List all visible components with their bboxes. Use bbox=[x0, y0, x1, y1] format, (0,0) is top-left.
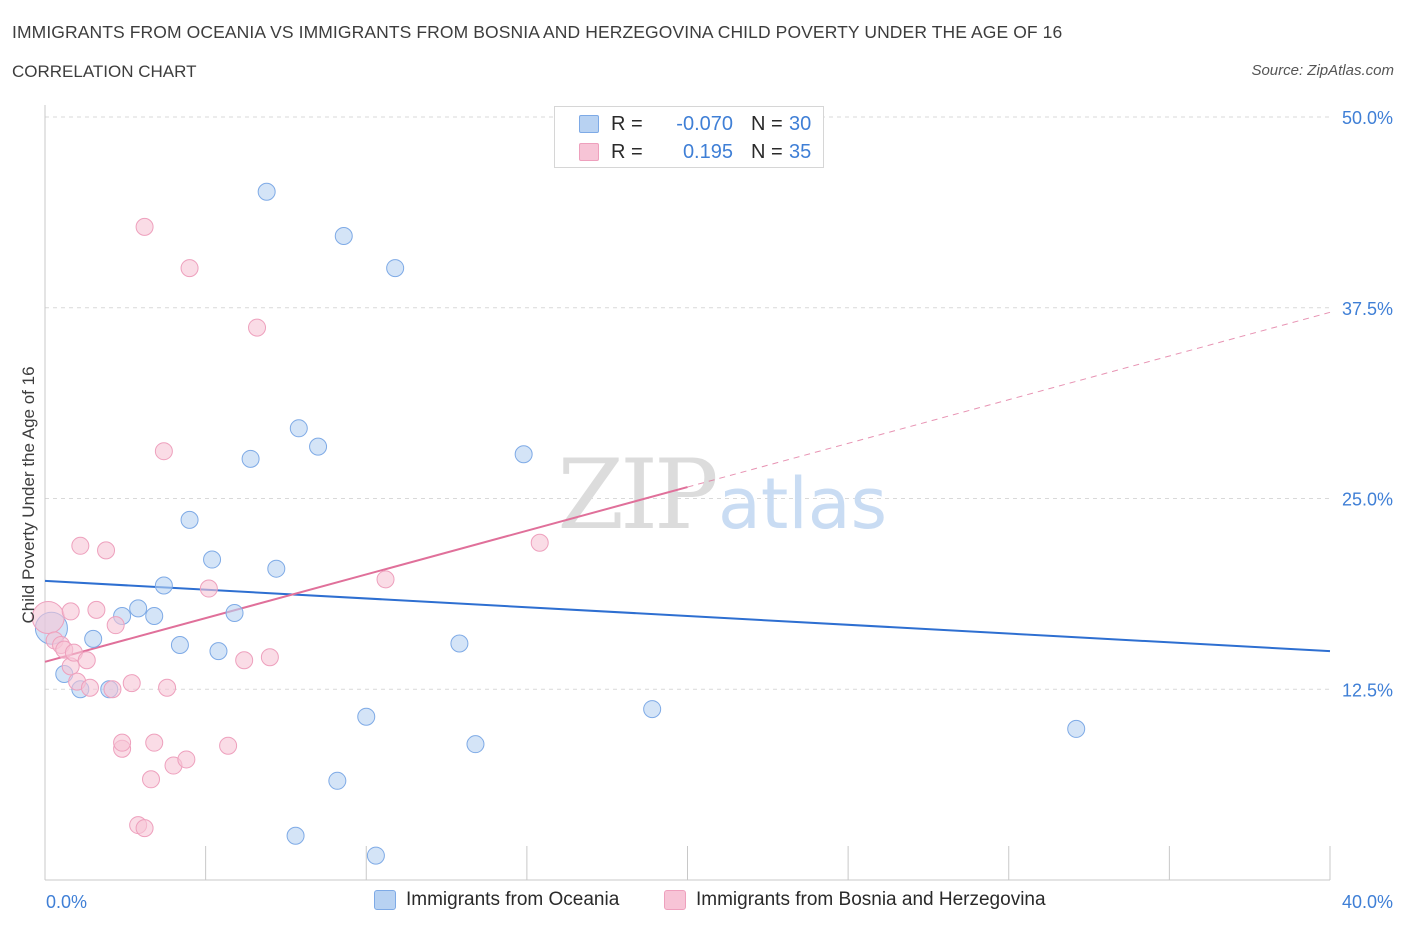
data-point-bosnia bbox=[376, 570, 395, 589]
x-tick-label-min: 0.0% bbox=[46, 892, 87, 912]
data-point-oceania bbox=[180, 510, 199, 529]
legend-n-value: 35 bbox=[789, 140, 812, 163]
data-point-bosnia bbox=[135, 217, 154, 236]
data-point-oceania bbox=[1067, 719, 1086, 738]
data-point-oceania bbox=[129, 599, 148, 618]
legend-swatch-oceania bbox=[579, 115, 599, 133]
data-point-oceania bbox=[203, 550, 222, 569]
watermark-zip: ZIP bbox=[557, 439, 716, 551]
data-points bbox=[31, 182, 1086, 865]
data-point-oceania bbox=[309, 437, 328, 456]
data-point-bosnia bbox=[158, 678, 177, 697]
legend-swatch-bosnia bbox=[579, 143, 599, 161]
legend-n-label: N = bbox=[751, 140, 783, 163]
data-point-oceania bbox=[366, 846, 385, 865]
data-point-bosnia bbox=[177, 750, 196, 769]
data-point-oceania bbox=[145, 607, 164, 626]
data-point-bosnia bbox=[142, 770, 161, 789]
data-point-bosnia bbox=[530, 533, 549, 552]
trend-lines bbox=[44, 311, 1331, 663]
legend-n-value: 30 bbox=[789, 112, 812, 135]
data-point-oceania bbox=[357, 707, 376, 726]
data-point-bosnia bbox=[260, 648, 279, 667]
data-point-bosnia bbox=[61, 602, 80, 621]
chart-title: IMMIGRANTS FROM OCEANIA VS IMMIGRANTS FR… bbox=[12, 22, 1063, 42]
trend-line-extension-bosnia bbox=[687, 311, 1331, 488]
y-axis-title: Child Poverty Under the Age of 16 bbox=[19, 366, 38, 623]
legend-row-oceania: R = -0.070 N = 30 bbox=[579, 112, 811, 136]
y-tick-label: 25.0% bbox=[1342, 490, 1393, 510]
data-point-oceania bbox=[334, 227, 353, 246]
data-point-oceania bbox=[225, 603, 244, 622]
data-point-oceania bbox=[209, 642, 228, 661]
data-point-bosnia bbox=[87, 600, 106, 619]
legend-r-value: -0.070 bbox=[676, 112, 733, 135]
data-point-bosnia bbox=[135, 819, 154, 838]
data-point-oceania bbox=[257, 182, 276, 201]
data-point-bosnia bbox=[180, 259, 199, 278]
legend-label-oceania: Immigrants from Oceania bbox=[406, 889, 620, 910]
axis-labels: 50.0% 37.5% 25.0% 12.5% 0.0% 40.0% bbox=[46, 108, 1393, 912]
data-point-oceania bbox=[643, 700, 662, 719]
data-point-bosnia bbox=[219, 736, 238, 755]
legend-swatch-bosnia bbox=[664, 890, 686, 910]
legend-row-bosnia: R = 0.195 N = 35 bbox=[579, 140, 811, 164]
legend-item-bosnia[interactable]: Immigrants from Bosnia and Herzegovina bbox=[664, 889, 1046, 911]
legend-r-label: R = bbox=[611, 140, 643, 163]
gridlines bbox=[45, 116, 1330, 690]
data-point-oceania bbox=[84, 629, 103, 648]
legend-item-oceania[interactable]: Immigrants from Oceania bbox=[374, 889, 619, 911]
data-point-oceania bbox=[170, 635, 189, 654]
data-point-bosnia bbox=[154, 442, 173, 461]
data-point-bosnia bbox=[122, 674, 141, 693]
trend-line-bosnia bbox=[44, 486, 688, 663]
data-point-bosnia bbox=[106, 616, 125, 635]
trend-line-oceania bbox=[44, 579, 1331, 653]
data-point-bosnia bbox=[80, 678, 99, 697]
data-point-oceania bbox=[514, 445, 533, 464]
data-point-oceania bbox=[289, 419, 308, 438]
data-point-oceania bbox=[154, 576, 173, 595]
data-point-bosnia bbox=[248, 318, 267, 337]
data-point-bosnia bbox=[77, 651, 96, 670]
x-tick-label-max: 40.0% bbox=[1342, 892, 1393, 912]
data-point-bosnia bbox=[97, 541, 116, 560]
axes bbox=[44, 105, 1330, 881]
legend-swatch-oceania bbox=[374, 890, 396, 910]
legend-r-value: 0.195 bbox=[682, 140, 733, 163]
data-point-oceania bbox=[328, 771, 347, 790]
series-legend: Immigrants from Oceania Immigrants from … bbox=[0, 889, 1406, 915]
data-point-oceania bbox=[386, 259, 405, 278]
watermark: ZIP atlas bbox=[557, 439, 887, 551]
data-point-bosnia bbox=[235, 651, 254, 670]
stats-legend: R = -0.070 N = 30 R = 0.195 N = 35 bbox=[554, 106, 824, 168]
y-tick-label: 50.0% bbox=[1342, 108, 1393, 128]
source-credit: Source: ZipAtlas.com bbox=[1251, 62, 1394, 79]
data-point-oceania bbox=[450, 634, 469, 653]
x-axis-ticks bbox=[44, 846, 1331, 880]
watermark-atlas: atlas bbox=[718, 463, 887, 545]
legend-r-label: R = bbox=[611, 112, 643, 135]
legend-n-label: N = bbox=[751, 112, 783, 135]
data-point-oceania bbox=[466, 735, 485, 754]
chart-subtitle: CORRELATION CHART bbox=[12, 62, 197, 81]
y-tick-label: 12.5% bbox=[1342, 680, 1393, 700]
data-point-bosnia bbox=[113, 733, 132, 752]
y-tick-label: 37.5% bbox=[1342, 299, 1393, 319]
legend-label-bosnia: Immigrants from Bosnia and Herzegovina bbox=[696, 889, 1046, 910]
data-point-oceania bbox=[241, 449, 260, 468]
data-point-bosnia bbox=[71, 536, 90, 555]
data-point-bosnia bbox=[103, 680, 122, 699]
data-point-bosnia bbox=[199, 579, 218, 598]
data-point-oceania bbox=[286, 826, 305, 845]
data-point-bosnia bbox=[145, 733, 164, 752]
data-point-oceania bbox=[267, 559, 286, 578]
